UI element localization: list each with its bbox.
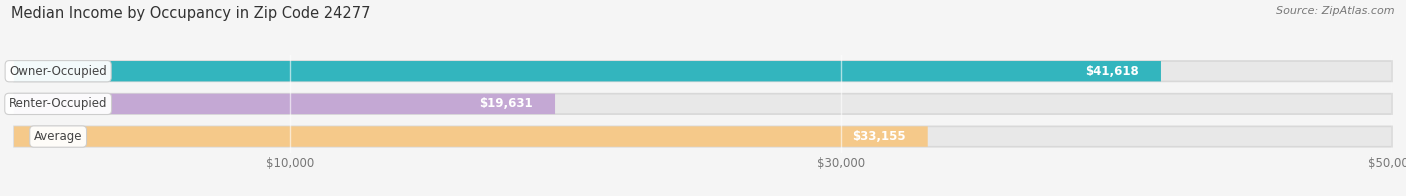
Text: Source: ZipAtlas.com: Source: ZipAtlas.com — [1277, 6, 1395, 16]
Text: Average: Average — [34, 130, 83, 143]
FancyBboxPatch shape — [14, 61, 1392, 81]
FancyBboxPatch shape — [14, 126, 928, 147]
Text: $33,155: $33,155 — [852, 130, 905, 143]
Text: Owner-Occupied: Owner-Occupied — [10, 65, 107, 78]
FancyBboxPatch shape — [14, 126, 1392, 147]
FancyBboxPatch shape — [14, 61, 1161, 81]
Text: Renter-Occupied: Renter-Occupied — [8, 97, 107, 110]
Text: $19,631: $19,631 — [479, 97, 533, 110]
FancyBboxPatch shape — [14, 94, 1392, 114]
Text: $41,618: $41,618 — [1085, 65, 1139, 78]
Text: Median Income by Occupancy in Zip Code 24277: Median Income by Occupancy in Zip Code 2… — [11, 6, 371, 21]
FancyBboxPatch shape — [14, 94, 555, 114]
